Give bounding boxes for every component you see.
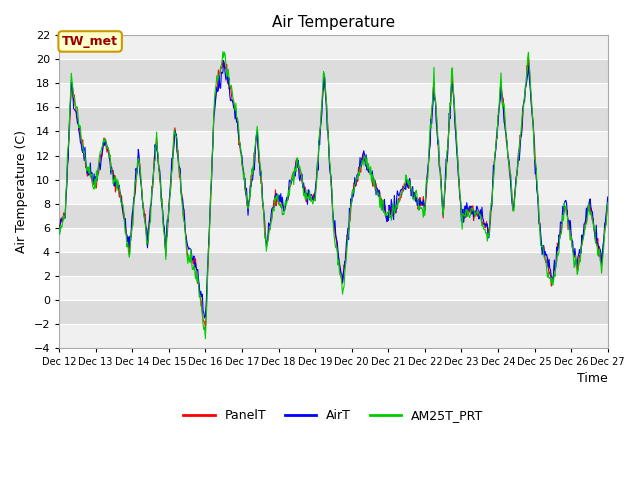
Bar [59, 132, 608, 156]
X-axis label: Time: Time [577, 372, 608, 385]
Bar [59, 84, 608, 108]
Bar [59, 60, 608, 84]
Bar [59, 324, 608, 348]
Bar [59, 108, 608, 132]
Bar [59, 156, 608, 180]
Bar [59, 252, 608, 276]
Y-axis label: Air Temperature (C): Air Temperature (C) [15, 130, 28, 253]
Title: Air Temperature: Air Temperature [272, 15, 395, 30]
Bar [59, 36, 608, 60]
Bar [59, 228, 608, 252]
Bar [59, 180, 608, 204]
Legend: PanelT, AirT, AM25T_PRT: PanelT, AirT, AM25T_PRT [179, 404, 488, 427]
Bar [59, 204, 608, 228]
Bar [59, 276, 608, 300]
Text: TW_met: TW_met [62, 35, 118, 48]
Bar [59, 300, 608, 324]
